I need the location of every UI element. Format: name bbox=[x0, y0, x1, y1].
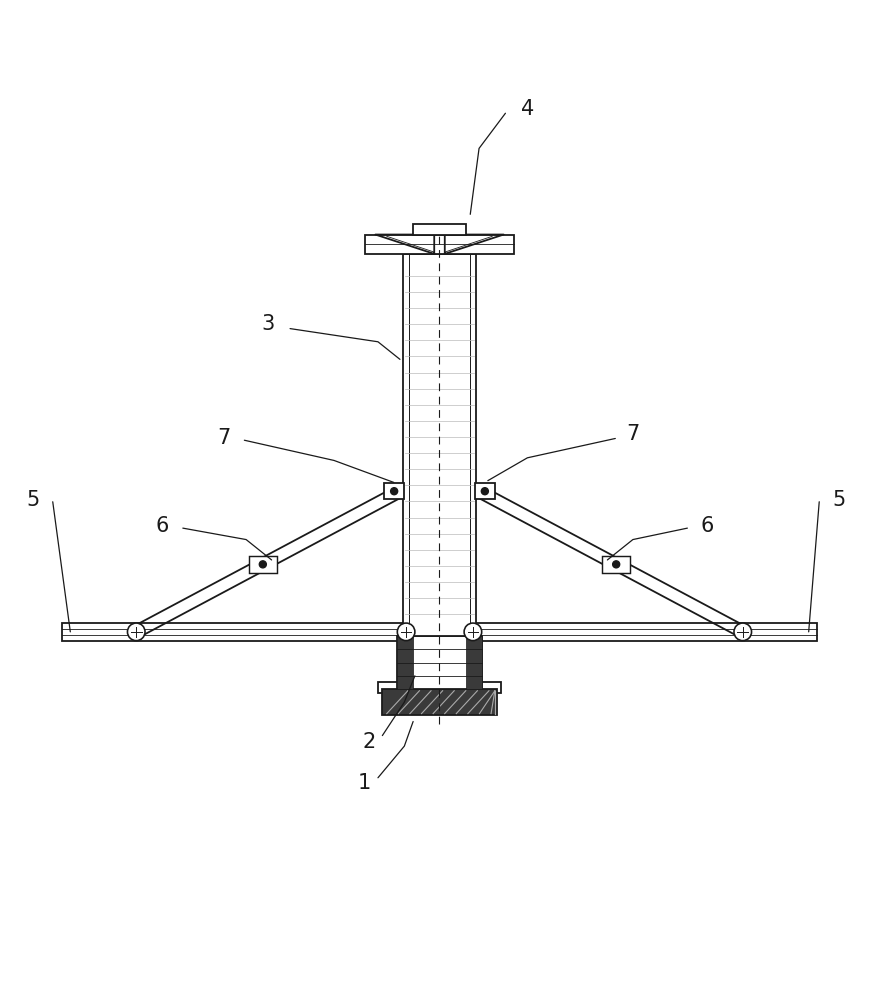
Circle shape bbox=[612, 561, 619, 568]
Circle shape bbox=[259, 561, 266, 568]
Polygon shape bbox=[61, 623, 817, 641]
Polygon shape bbox=[413, 224, 465, 235]
Polygon shape bbox=[402, 254, 476, 636]
Text: 5: 5 bbox=[831, 490, 846, 510]
Circle shape bbox=[464, 623, 481, 641]
Polygon shape bbox=[378, 682, 500, 693]
Polygon shape bbox=[465, 636, 481, 689]
Polygon shape bbox=[397, 636, 481, 689]
Circle shape bbox=[733, 623, 751, 641]
Text: 7: 7 bbox=[217, 428, 231, 448]
Text: 6: 6 bbox=[700, 516, 714, 536]
Polygon shape bbox=[384, 483, 403, 499]
Polygon shape bbox=[475, 483, 494, 499]
Text: 4: 4 bbox=[520, 99, 534, 119]
Text: 6: 6 bbox=[155, 516, 169, 536]
Circle shape bbox=[397, 623, 414, 641]
Polygon shape bbox=[397, 636, 413, 689]
Text: 1: 1 bbox=[357, 773, 371, 793]
Polygon shape bbox=[601, 556, 630, 573]
Circle shape bbox=[390, 488, 397, 495]
Polygon shape bbox=[248, 556, 277, 573]
Text: 5: 5 bbox=[26, 490, 40, 510]
Text: 2: 2 bbox=[362, 732, 376, 752]
Polygon shape bbox=[364, 235, 514, 254]
Text: 3: 3 bbox=[261, 314, 275, 334]
Text: 7: 7 bbox=[625, 424, 639, 444]
Circle shape bbox=[481, 488, 488, 495]
Circle shape bbox=[127, 623, 145, 641]
Polygon shape bbox=[382, 689, 496, 715]
